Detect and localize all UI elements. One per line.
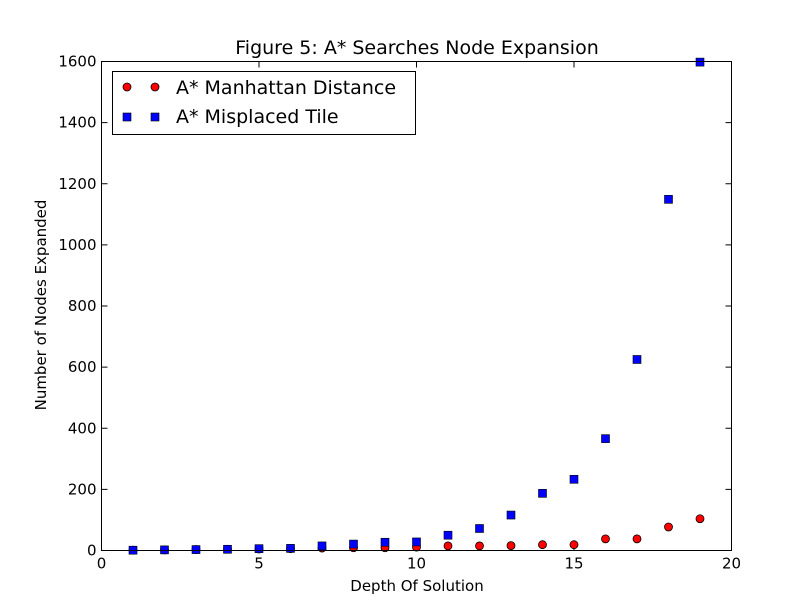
- point-manhattan-distance: [443, 541, 453, 551]
- y-tick-label: 1600: [58, 53, 96, 71]
- point-misplaced-tile: [191, 545, 201, 554]
- y-tick-label: 800: [68, 297, 97, 315]
- x-tick-label: 20: [722, 555, 741, 573]
- point-misplaced-tile: [317, 541, 327, 551]
- point-misplaced-tile: [569, 474, 579, 484]
- y-tick-label: 1000: [58, 236, 96, 254]
- y-tick-label: 600: [68, 358, 97, 376]
- point-misplaced-tile: [380, 537, 390, 547]
- point-misplaced-tile: [601, 434, 610, 443]
- point-misplaced-tile: [160, 545, 169, 555]
- point-misplaced-tile: [632, 355, 642, 364]
- point-manhattan-distance: [538, 540, 547, 550]
- x-axis-label: Depth Of Solution: [350, 577, 483, 595]
- point-misplaced-tile: [349, 539, 358, 549]
- legend-label-misplaced: A* Misplaced Tile: [176, 106, 339, 128]
- point-misplaced-tile: [412, 537, 421, 547]
- legend-marker-misplaced: [150, 112, 160, 122]
- y-axis-label: Number of Nodes Expanded: [32, 200, 50, 411]
- point-manhattan-distance: [601, 534, 610, 544]
- point-misplaced-tile: [695, 57, 705, 67]
- x-tick-label: 10: [407, 555, 426, 573]
- point-misplaced-tile: [538, 489, 547, 498]
- point-misplaced-tile: [223, 544, 232, 554]
- point-misplaced-tile: [443, 530, 453, 540]
- point-misplaced-tile: [475, 524, 484, 533]
- point-manhattan-distance: [506, 541, 516, 551]
- point-misplaced-tile: [664, 195, 673, 204]
- legend-marker-manhattan: [122, 82, 132, 92]
- x-tick-label: 15: [564, 555, 583, 573]
- point-misplaced-tile: [254, 544, 264, 553]
- chart-title: Figure 5: A* Searches Node Expansion: [235, 37, 599, 59]
- series-0: [128, 514, 705, 555]
- legend: A* Manhattan Distance A* Misplaced Tile: [112, 71, 416, 135]
- point-misplaced-tile: [286, 544, 295, 553]
- x-tick-label: 5: [254, 555, 264, 573]
- legend-marker-manhattan: [150, 82, 160, 92]
- y-tick-label: 1200: [58, 175, 96, 193]
- point-misplaced-tile: [506, 510, 516, 520]
- x-tick-label: 0: [97, 555, 107, 573]
- point-manhattan-distance: [475, 541, 484, 551]
- y-tick-label: 1400: [58, 114, 96, 132]
- legend-label-manhattan: A* Manhattan Distance: [176, 77, 396, 99]
- y-tick-label: 400: [68, 419, 97, 437]
- point-manhattan-distance: [632, 534, 642, 544]
- point-manhattan-distance: [664, 522, 673, 532]
- point-manhattan-distance: [569, 540, 579, 550]
- y-tick-label: 0: [87, 542, 97, 560]
- y-tick-label: 200: [68, 480, 97, 498]
- legend-marker-misplaced: [122, 112, 132, 122]
- point-manhattan-distance: [695, 514, 705, 524]
- legend-box: [112, 71, 416, 135]
- plot-frame: [101, 61, 732, 551]
